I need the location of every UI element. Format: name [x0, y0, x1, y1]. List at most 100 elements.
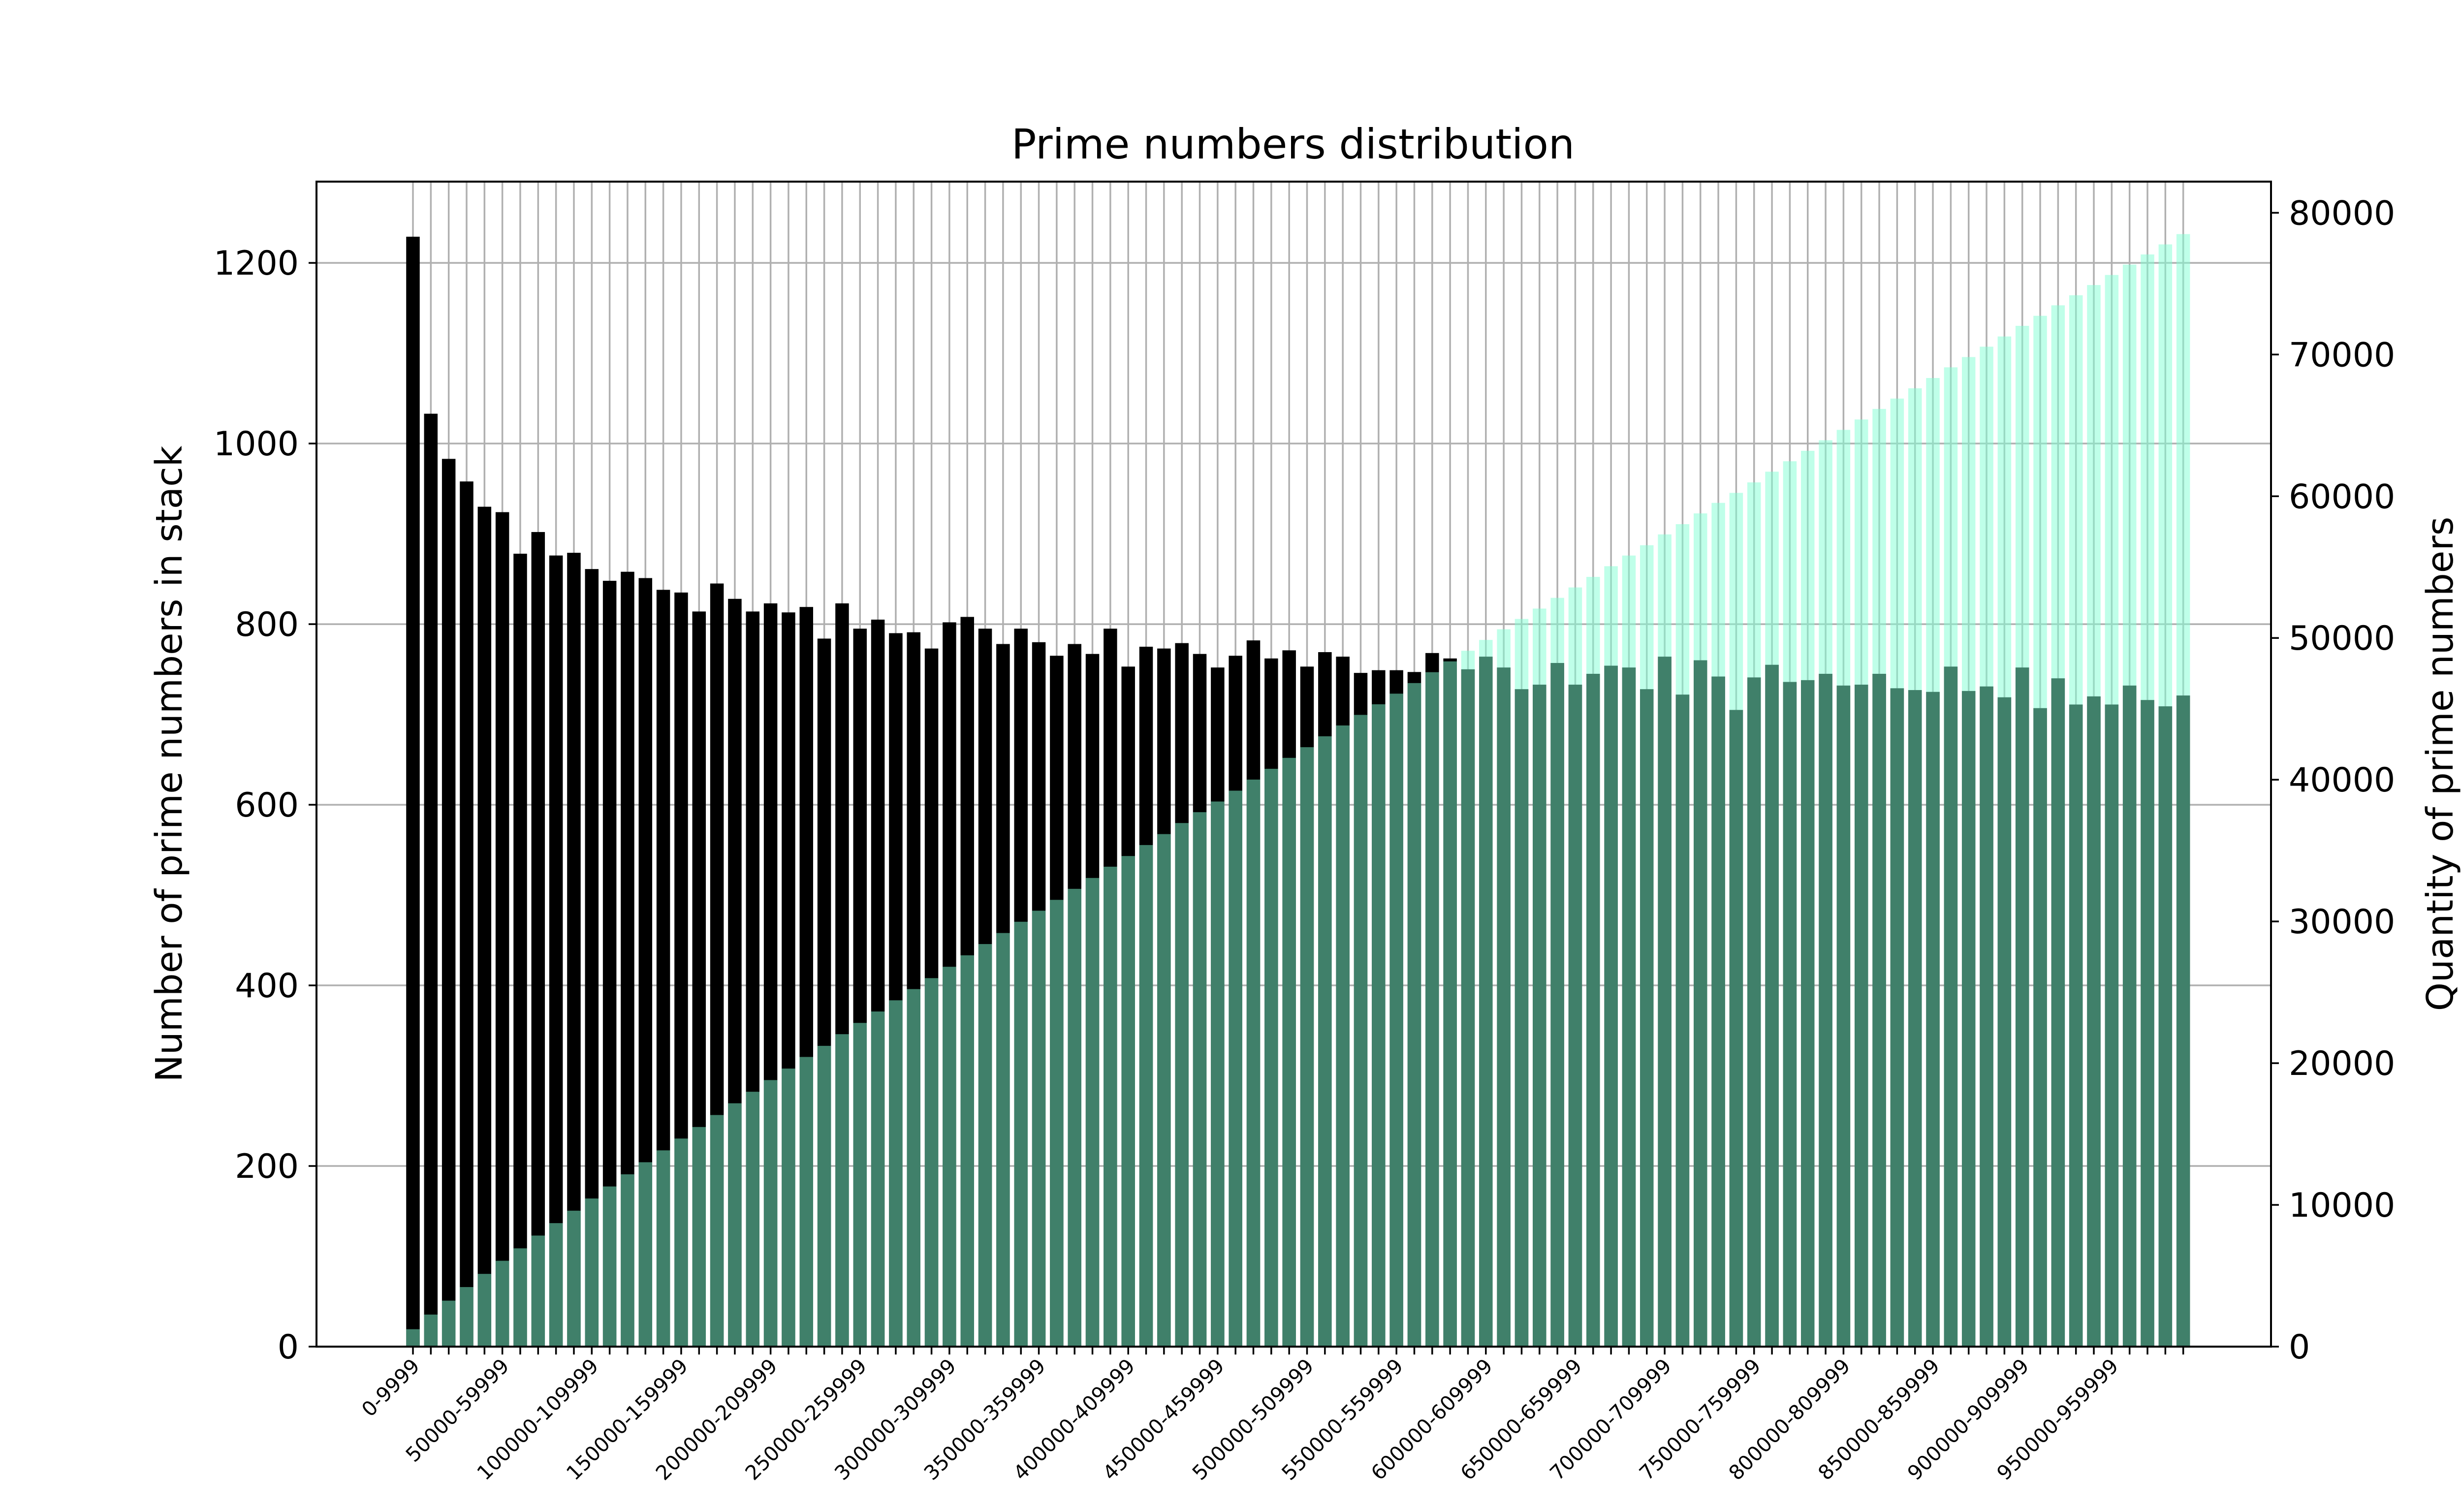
bar-cumulative-count [1014, 921, 1028, 1347]
bar-cumulative-count [1586, 577, 1600, 1347]
bar-cumulative-count [1139, 845, 1153, 1347]
bar-cumulative-count [602, 1186, 617, 1347]
bar-cumulative-count [1872, 409, 1886, 1347]
bar-cumulative-count [1425, 672, 1439, 1347]
right-y-tick-label: 30000 [2289, 903, 2395, 942]
bar-cumulative-count [1246, 779, 1261, 1347]
bar-cumulative-count [495, 1260, 509, 1347]
bar-cumulative-count [656, 1150, 670, 1347]
bar-cumulative-count [2176, 234, 2190, 1347]
left-y-tick-label: 0 [278, 1328, 299, 1367]
bar-cumulative-count [460, 1287, 473, 1347]
bar-cumulative-count [1783, 461, 1797, 1347]
bar-cumulative-count [871, 1011, 885, 1347]
bar-prime-count [424, 413, 438, 1347]
bar-cumulative-count [924, 978, 939, 1347]
left-axis-title: Number of prime numbers in stack [148, 445, 190, 1082]
bar-cumulative-count [817, 1045, 831, 1347]
left-y-tick-label: 200 [235, 1147, 299, 1186]
bar-prime-count [442, 459, 456, 1347]
cumulative-primes-series [406, 234, 2190, 1347]
right-axis-title: Quantity of prime numbers [2419, 517, 2461, 1011]
bar-cumulative-count [1479, 640, 1493, 1347]
bar-cumulative-count [1354, 715, 1368, 1347]
bar-cumulative-count [1604, 566, 1618, 1347]
bar-cumulative-count [960, 955, 974, 1347]
bar-cumulative-count [1729, 493, 1743, 1347]
bar-cumulative-count [1264, 768, 1278, 1347]
bar-cumulative-count [1908, 388, 1922, 1347]
right-y-tick-label: 10000 [2289, 1186, 2395, 1225]
bar-cumulative-count [1550, 598, 1564, 1347]
left-y-tick-label: 1200 [214, 244, 299, 283]
bar-cumulative-count [746, 1092, 760, 1347]
bar-cumulative-count [1318, 736, 1332, 1347]
bar-cumulative-count [1229, 790, 1242, 1347]
bar-cumulative-count [477, 1274, 492, 1347]
bar-cumulative-count [1694, 513, 1707, 1347]
right-y-tick-label: 0 [2289, 1328, 2310, 1367]
bar-cumulative-count [2015, 325, 2029, 1347]
right-y-tick-label: 80000 [2289, 194, 2395, 233]
bar-cumulative-count [1819, 440, 1832, 1347]
bar-cumulative-count [1085, 878, 1100, 1347]
bar-prime-count [531, 532, 545, 1347]
bar-cumulative-count [1765, 472, 1779, 1347]
bar-cumulative-count [996, 933, 1010, 1347]
right-y-tick-label: 40000 [2289, 761, 2395, 800]
bar-cumulative-count [710, 1115, 724, 1347]
bar-cumulative-count [1372, 704, 1386, 1347]
bar-cumulative-count [1032, 911, 1046, 1347]
bar-cumulative-count [1175, 823, 1189, 1347]
right-y-tick-label: 20000 [2289, 1044, 2395, 1083]
left-y-tick-label: 400 [235, 967, 299, 1006]
bar-cumulative-count [782, 1069, 795, 1347]
bar-cumulative-count [2033, 315, 2047, 1347]
plot-area [316, 181, 2272, 1348]
bar-cumulative-count [1747, 482, 1761, 1347]
bar-cumulative-count [1443, 661, 1457, 1347]
bar-cumulative-count [692, 1127, 706, 1347]
left-y-tick-label: 1000 [214, 425, 299, 464]
bar-cumulative-count [1389, 693, 1403, 1347]
bar-cumulative-count [1854, 419, 1868, 1347]
left-y-tick-label: 600 [235, 786, 299, 825]
bar-cumulative-count [1407, 683, 1421, 1347]
bar-cumulative-count [424, 1314, 438, 1347]
bar-cumulative-count [1961, 357, 1976, 1347]
bar-cumulative-count [1622, 555, 1636, 1347]
bar-cumulative-count [621, 1174, 634, 1347]
bar-cumulative-count [907, 989, 920, 1347]
bar-cumulative-count [1944, 367, 1958, 1347]
bar-cumulative-count [1533, 608, 1546, 1347]
bar-cumulative-count [2051, 305, 2065, 1347]
bar-cumulative-count [1926, 378, 1940, 1347]
bar-cumulative-count [513, 1248, 527, 1347]
bar-cumulative-count [853, 1023, 867, 1347]
bar-cumulative-count [1568, 587, 1582, 1347]
bar-cumulative-count [2069, 295, 2083, 1347]
bar-prime-count [460, 481, 473, 1347]
bar-cumulative-count [1514, 619, 1529, 1347]
bar-cumulative-count [1157, 834, 1171, 1347]
bar-cumulative-count [674, 1138, 688, 1347]
bar-cumulative-count [1890, 398, 1904, 1347]
bar-cumulative-count [1282, 757, 1296, 1347]
bar-cumulative-count [728, 1103, 742, 1347]
left-y-tick-label: 800 [235, 605, 299, 644]
bar-cumulative-count [763, 1080, 778, 1347]
bar-cumulative-count [2141, 254, 2154, 1347]
right-y-tick-label: 50000 [2289, 619, 2395, 658]
plot-frame [316, 181, 2272, 1348]
bar-cumulative-count [1461, 651, 1475, 1347]
bar-cumulative-count [2087, 285, 2101, 1347]
right-y-axis: 0 10000 20000 30000 40000 50000 60000 70000 8000… [2271, 194, 2395, 1367]
bar-cumulative-count [1658, 534, 1672, 1347]
bar-cumulative-count [943, 967, 956, 1347]
bar-cumulative-count [1050, 900, 1064, 1347]
bar-cumulative-count [1104, 866, 1117, 1347]
bar-cumulative-count [1300, 747, 1314, 1347]
bar-cumulative-count [406, 1329, 420, 1347]
bar-cumulative-count [567, 1210, 581, 1347]
